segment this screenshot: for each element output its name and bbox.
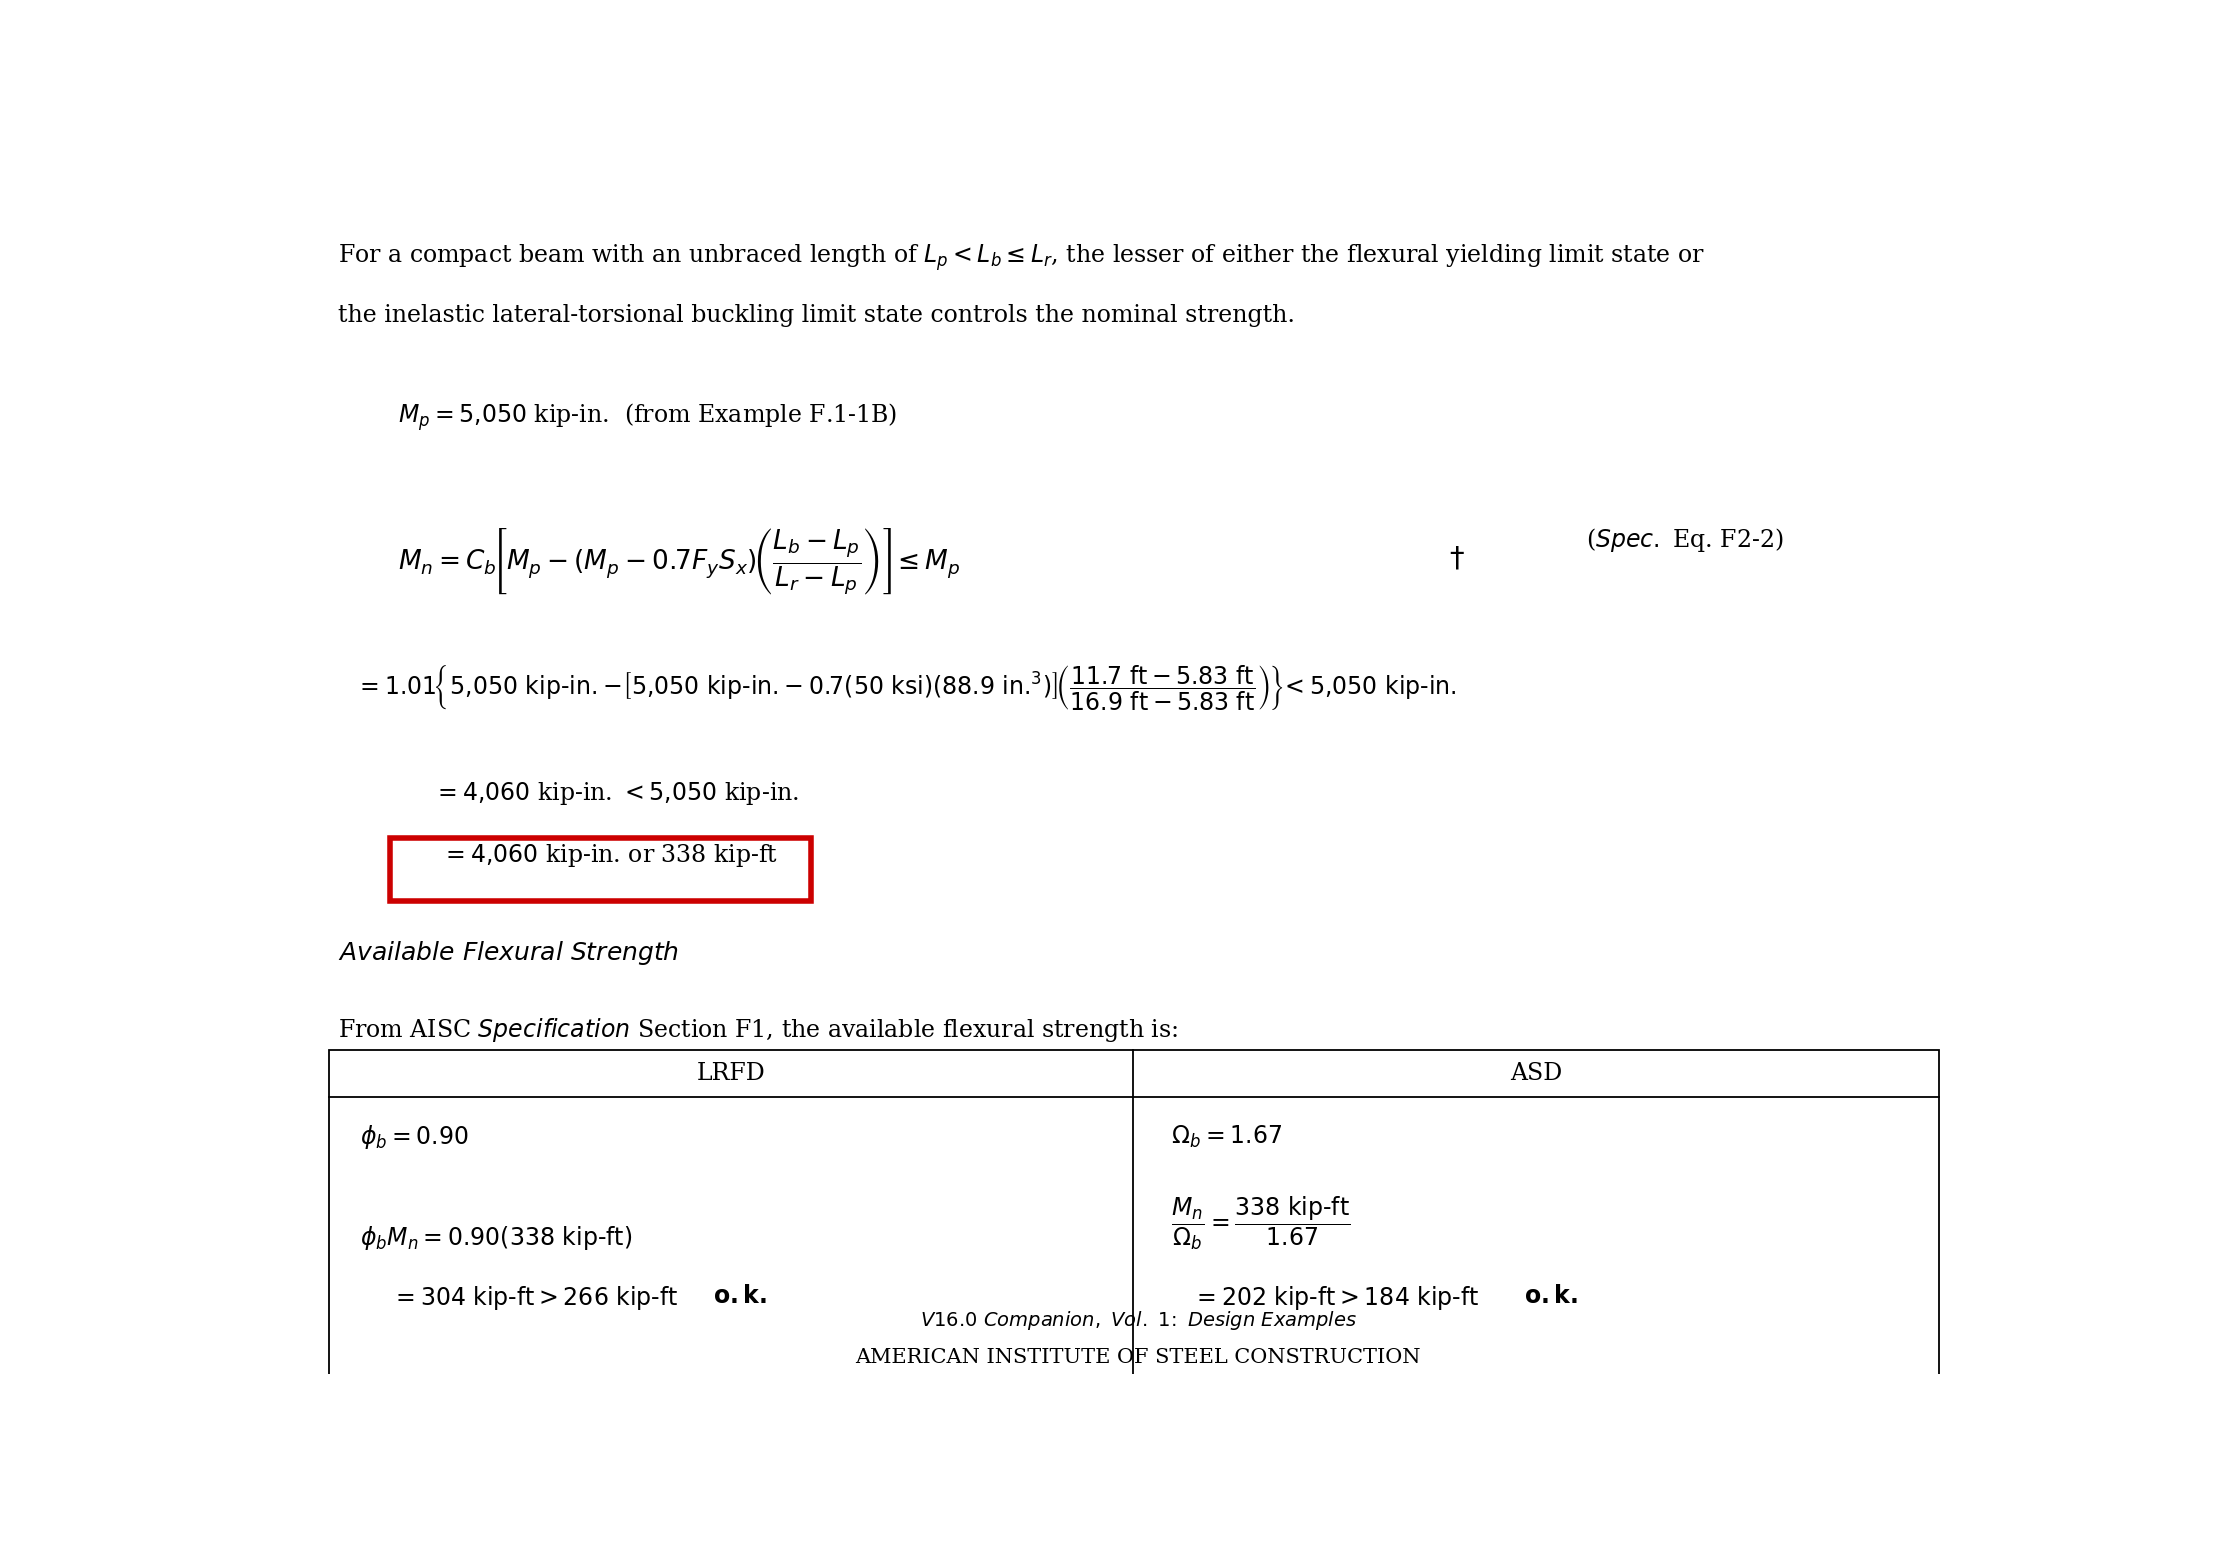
Text: ($\mathit{Spec}.$ Eq. F2-2): ($\mathit{Spec}.$ Eq. F2-2) xyxy=(1586,527,1783,554)
Text: ASD: ASD xyxy=(1510,1062,1561,1085)
Text: the inelastic lateral-torsional buckling limit state controls the nominal streng: the inelastic lateral-torsional buckling… xyxy=(338,304,1295,327)
Bar xyxy=(329,1050,1939,1388)
Text: $\mathit{Available\ Flexural\ Strength}$: $\mathit{Available\ Flexural\ Strength}$ xyxy=(338,939,680,967)
Text: $\phi_b M_n = 0.90(338\text{ kip-ft})$: $\phi_b M_n = 0.90(338\text{ kip-ft})$ xyxy=(360,1224,633,1252)
Text: $\mathbf{o.k.}$: $\mathbf{o.k.}$ xyxy=(713,1283,766,1308)
Text: $M_n = C_b\!\left[M_p - (M_p - 0.7F_y S_x)\!\left(\dfrac{L_b - L_p}{L_r - L_p}\r: $M_n = C_b\!\left[M_p - (M_p - 0.7F_y S_… xyxy=(398,527,959,598)
Text: AMERICAN INSTITUTE OF STEEL CONSTRUCTION: AMERICAN INSTITUTE OF STEEL CONSTRUCTION xyxy=(855,1348,1421,1366)
Text: $\mathbf{o.k.}$: $\mathbf{o.k.}$ xyxy=(1524,1283,1577,1308)
Text: For a compact beam with an unbraced length of $L_p < L_b \leq L_r$, the lesser o: For a compact beam with an unbraced leng… xyxy=(338,242,1706,273)
Text: $\Omega_b = 1.67$: $\Omega_b = 1.67$ xyxy=(1170,1124,1282,1149)
Text: $\dagger$: $\dagger$ xyxy=(1448,545,1464,573)
Text: $M_p = 5{,}050$ kip-in.  (from Example F.1-1B): $M_p = 5{,}050$ kip-in. (from Example F.… xyxy=(398,401,897,434)
Text: From AISC $\mathit{Specification}$ Section F1, the available flexural strength i: From AISC $\mathit{Specification}$ Secti… xyxy=(338,1016,1177,1044)
Text: $= 202\text{ kip-ft} > 184\text{ kip-ft}$: $= 202\text{ kip-ft} > 184\text{ kip-ft}… xyxy=(1193,1283,1479,1312)
Bar xyxy=(389,838,811,902)
Text: $\dfrac{M_n}{\Omega_b} = \dfrac{338\text{ kip-ft}}{1.67}$: $\dfrac{M_n}{\Omega_b} = \dfrac{338\text… xyxy=(1170,1195,1350,1252)
Text: $= 4{,}060$ kip-in. or 338 kip-ft: $= 4{,}060$ kip-in. or 338 kip-ft xyxy=(442,841,777,869)
Text: $= 304\text{ kip-ft} > 266\text{ kip-ft}$: $= 304\text{ kip-ft} > 266\text{ kip-ft}… xyxy=(391,1283,680,1312)
Text: $= 4{,}060$ kip-in. $< 5{,}050$ kip-in.: $= 4{,}060$ kip-in. $< 5{,}050$ kip-in. xyxy=(433,780,800,806)
Text: $= 1.01\!\left\{5{,}050\text{ kip-in.} - \!\left[5{,}050\text{ kip-in.} - 0.7(50: $= 1.01\!\left\{5{,}050\text{ kip-in.} -… xyxy=(355,664,1457,713)
Text: $\phi_b = 0.90$: $\phi_b = 0.90$ xyxy=(360,1124,469,1152)
Text: LRFD: LRFD xyxy=(697,1062,766,1085)
Text: $\mathit{V16.0\ Companion,\ Vol.\ 1\!:\ Design\ Examples}$: $\mathit{V16.0\ Companion,\ Vol.\ 1\!:\ … xyxy=(919,1309,1357,1332)
